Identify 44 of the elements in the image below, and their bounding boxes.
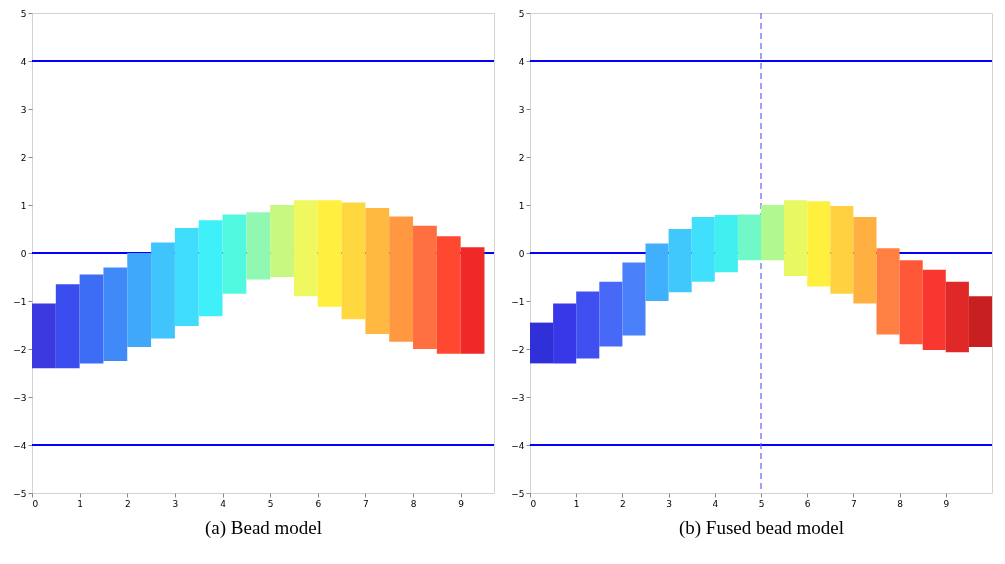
x-tick-label: 3 (172, 498, 179, 509)
x-tick-label: 5 (267, 498, 274, 509)
y-tick-label: 0 (20, 248, 27, 259)
x-tick-label: 9 (943, 498, 950, 509)
y-tick-label: −3 (511, 392, 525, 403)
x-tick-label: 6 (315, 498, 322, 509)
x-axis-title: (b) Fused bead model (678, 516, 845, 539)
y-tick-label: 4 (518, 56, 525, 67)
x-tick-label: 1 (77, 498, 83, 509)
y-tick-label: −3 (13, 392, 27, 403)
y-tick-label: 4 (20, 56, 27, 67)
y-tick-label: 3 (518, 104, 525, 115)
x-tick-label: 4 (220, 498, 227, 509)
y-tick-label: −1 (13, 296, 27, 307)
y-tick-label: 1 (20, 200, 27, 211)
y-tick-label: 2 (20, 152, 27, 163)
x-axis-title: (a) Bead model (204, 516, 323, 539)
y-tick-label: −2 (511, 344, 525, 355)
y-tick-label: 3 (20, 104, 27, 115)
x-tick-label: 2 (124, 498, 131, 509)
y-tick-label: −5 (13, 488, 27, 499)
x-tick-label: 4 (712, 498, 719, 509)
x-tick-label: 7 (363, 498, 369, 509)
x-tick-label: 7 (851, 498, 857, 509)
x-tick-label: 6 (804, 498, 811, 509)
y-tick-label: 1 (518, 200, 525, 211)
x-tick-label: 0 (32, 498, 39, 509)
y-tick-label: 2 (518, 152, 525, 163)
y-tick-label: −4 (511, 440, 525, 451)
x-tick-label: 2 (620, 498, 626, 509)
y-tick-label: −4 (13, 440, 27, 451)
x-tick-label: 1 (573, 498, 580, 509)
y-tick-label: 5 (518, 8, 525, 19)
y-tick-label: 0 (518, 248, 525, 259)
x-tick-label: 8 (410, 498, 417, 509)
y-tick-label: −1 (511, 296, 525, 307)
x-tick-label: 8 (897, 498, 904, 509)
x-tick-label: 9 (458, 498, 465, 509)
x-tick-label: 5 (758, 498, 765, 509)
y-tick-label: 5 (20, 8, 27, 19)
x-tick-label: 3 (666, 498, 672, 509)
y-tick-label: −5 (511, 488, 525, 499)
y-tick-label: −2 (13, 344, 27, 355)
x-tick-label: 0 (530, 498, 537, 509)
